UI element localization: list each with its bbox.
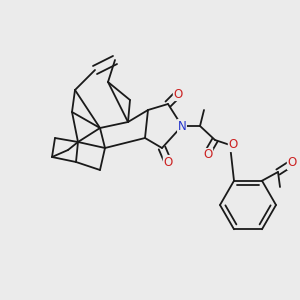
Text: O: O bbox=[203, 148, 213, 161]
Text: O: O bbox=[164, 155, 172, 169]
Text: O: O bbox=[287, 157, 297, 169]
Text: O: O bbox=[173, 88, 183, 100]
Text: O: O bbox=[228, 139, 238, 152]
Text: N: N bbox=[178, 119, 186, 133]
